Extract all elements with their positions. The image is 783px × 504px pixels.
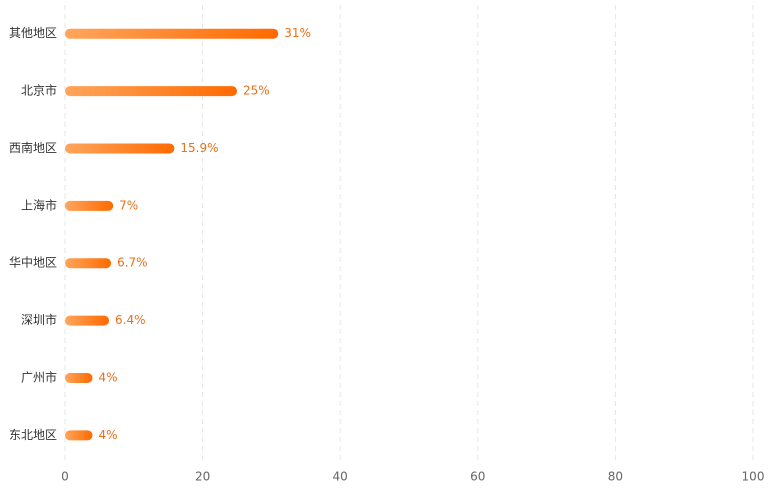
bar [65, 258, 112, 269]
category-label: 深圳市 [21, 312, 57, 327]
category-label: 广州市 [21, 369, 57, 384]
value-label: 4% [99, 428, 118, 442]
category-label: 西南地区 [9, 140, 57, 155]
x-tick-label: 60 [470, 470, 485, 484]
bar [65, 86, 237, 97]
bar [65, 28, 279, 39]
bar [65, 143, 175, 154]
category-label: 东北地区 [9, 428, 57, 442]
x-tick-label: 0 [61, 470, 69, 484]
category-label: 其他地区 [9, 26, 57, 40]
value-label: 6.4% [115, 313, 146, 327]
x-tick-label: 20 [195, 470, 210, 484]
category-label: 北京市 [21, 83, 57, 98]
value-label: 15.9% [180, 141, 218, 155]
value-label: 4% [99, 370, 118, 384]
value-label: 6.7% [117, 256, 148, 270]
value-label: 25% [243, 84, 270, 98]
value-label: 7% [119, 198, 138, 212]
value-label: 31% [284, 26, 311, 40]
x-tick-label: 100 [742, 470, 765, 484]
bar [65, 315, 110, 326]
bar [65, 372, 93, 383]
bar [65, 200, 114, 211]
category-label: 华中地区 [9, 255, 57, 270]
category-label: 上海市 [21, 197, 57, 212]
x-tick-label: 40 [333, 470, 348, 484]
x-tick-label: 80 [608, 470, 623, 484]
bar [65, 430, 93, 441]
